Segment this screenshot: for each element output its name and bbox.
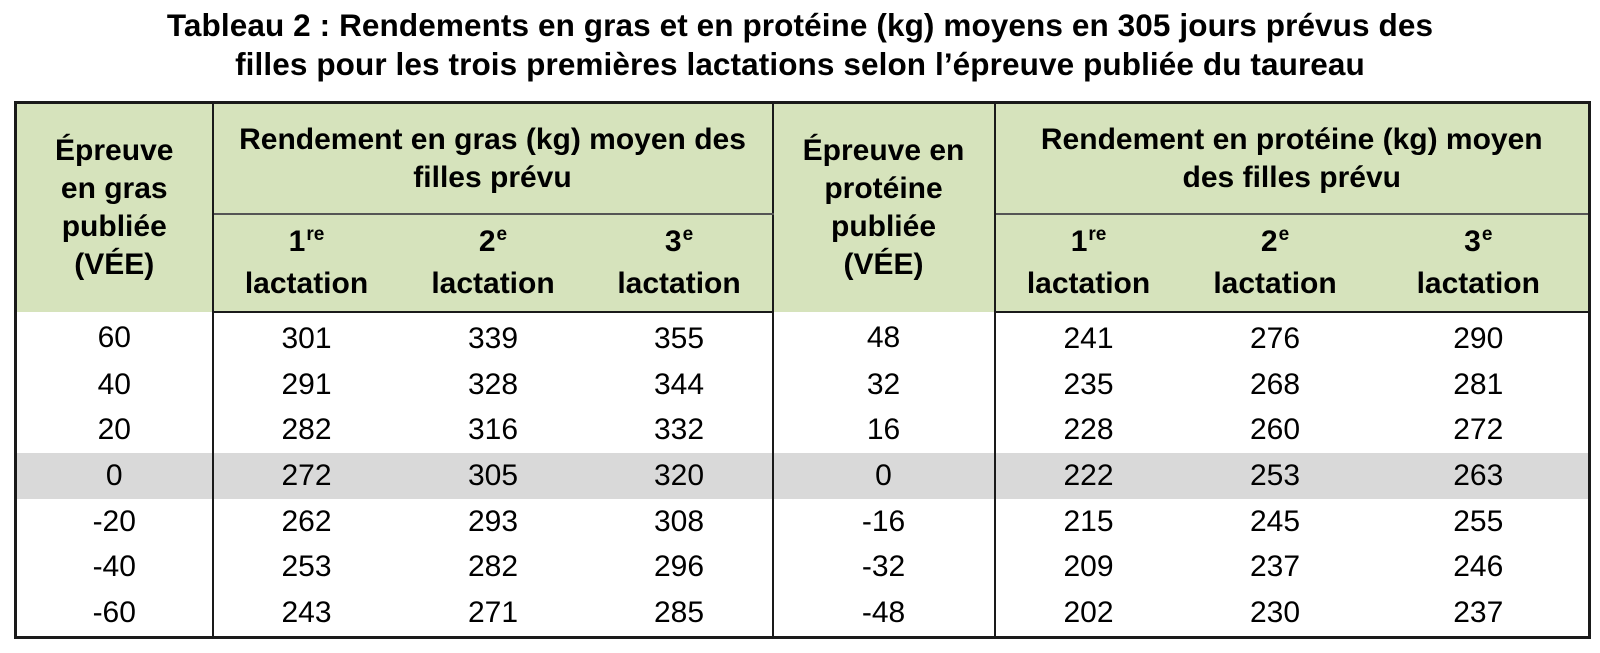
cell-fat-lactation-2: 328 — [467, 367, 519, 401]
cell-protein-lactation-2: 230 — [1249, 595, 1301, 629]
table-title: Tableau 2 : Rendements en gras et en pro… — [0, 0, 1600, 84]
cell-fat-lactation-2: 282 — [467, 550, 519, 584]
table-row: 40 291 328 344 32 235 268 281 — [15, 361, 1590, 408]
header-fat-lactation-2: 2e lactation — [399, 214, 587, 313]
cell-protein-lactation-3: 272 — [1453, 413, 1504, 447]
cell-fat-lactation-2: 305 — [399, 453, 587, 499]
table-row: -20 262 293 308 -16 215 245 255 — [15, 498, 1590, 545]
header-fat-lactation-1: 1re lactation — [212, 214, 400, 313]
cell-protein-proof: -32 — [772, 544, 996, 591]
cell-protein-proof: 32 — [772, 361, 996, 408]
cell-protein-lactation-1: 215 — [1063, 504, 1114, 538]
cell-protein-proof: 0 — [772, 453, 996, 499]
cell-fat-lactation-1: 301 — [281, 321, 332, 355]
cell-fat-lactation-3: 308 — [586, 498, 774, 545]
cell-fat-proof: 40 — [15, 361, 214, 408]
cell-fat-proof: -40 — [15, 544, 214, 591]
table-row: -40 253 282 296 -32 209 237 246 — [15, 544, 1590, 591]
cell-protein-lactation-2: 253 — [1181, 453, 1369, 499]
cell-fat-lactation-3: 332 — [586, 407, 774, 454]
cell-fat-lactation-3: 285 — [586, 590, 774, 638]
cell-fat-lactation-3: 344 — [586, 361, 774, 408]
cell-protein-lactation-1: 241 — [1063, 321, 1114, 355]
table-row: 20 282 316 332 16 228 260 272 — [15, 407, 1590, 454]
header-protein-lactation-2: 2e lactation — [1181, 214, 1369, 313]
cell-protein-lactation-2: 268 — [1249, 367, 1301, 401]
cell-protein-proof: -16 — [772, 498, 996, 545]
cell-protein-proof: 16 — [772, 407, 996, 454]
table-body: 60 301 339 355 48 241 276 290 40 291 328 344 32 235 26… — [15, 312, 1590, 638]
cell-protein-lactation-2: 260 — [1249, 413, 1301, 447]
table-row: 60 301 339 355 48 241 276 290 — [15, 312, 1590, 362]
cell-fat-lactation-3: 355 — [586, 312, 774, 362]
cell-fat-lactation-1: 291 — [281, 367, 332, 401]
table-title-line1: Tableau 2 : Rendements en gras et en pro… — [166, 7, 1434, 43]
cell-protein-lactation-1: 228 — [1063, 413, 1114, 447]
table-row: -60 243 271 285 -48 202 230 237 — [15, 590, 1590, 638]
cell-fat-lactation-2: 316 — [467, 413, 519, 447]
header-protein-proof: Épreuve en protéine publiée (VÉE) — [772, 102, 996, 312]
cell-fat-proof: -60 — [15, 590, 214, 638]
cell-protein-lactation-3: 237 — [1453, 595, 1504, 629]
cell-fat-proof: 60 — [15, 312, 214, 362]
cell-fat-lactation-1: 272 — [212, 453, 400, 499]
table-header: Épreuve en gras publiée (VÉE) Rendement … — [15, 102, 1590, 313]
cell-fat-proof: 0 — [15, 453, 214, 499]
cell-protein-lactation-3: 255 — [1453, 504, 1504, 538]
cell-protein-lactation-1: 202 — [1063, 595, 1114, 629]
cell-protein-proof: -48 — [772, 590, 996, 638]
cell-fat-lactation-2: 271 — [467, 595, 519, 629]
cell-fat-lactation-2: 339 — [467, 321, 519, 355]
header-fat-yield-group: Rendement en gras (kg) moyen des filles … — [212, 102, 774, 215]
cell-protein-lactation-3: 263 — [1368, 453, 1590, 499]
table-container: Épreuve en gras publiée (VÉE) Rendement … — [14, 101, 1592, 639]
header-protein-lactation-3: 3e lactation — [1368, 214, 1590, 313]
table-title-line2: filles pour les trois premières lactatio… — [235, 46, 1365, 82]
table-row-highlighted: 0 272 305 320 0 222 253 263 — [15, 453, 1590, 499]
cell-protein-lactation-2: 276 — [1249, 321, 1301, 355]
yield-table: Épreuve en gras publiée (VÉE) Rendement … — [14, 101, 1592, 639]
cell-fat-lactation-2: 293 — [467, 504, 519, 538]
cell-fat-lactation-1: 243 — [281, 595, 332, 629]
cell-protein-lactation-3: 290 — [1453, 321, 1504, 355]
cell-protein-lactation-2: 245 — [1249, 504, 1301, 538]
cell-fat-lactation-1: 262 — [281, 504, 332, 538]
cell-fat-lactation-3: 296 — [586, 544, 774, 591]
header-fat-lactation-3: 3e lactation — [586, 214, 774, 313]
cell-fat-lactation-1: 282 — [281, 413, 332, 447]
cell-fat-proof: 20 — [15, 407, 214, 454]
header-protein-yield-group: Rendement en protéine (kg) moyen des fil… — [994, 102, 1590, 215]
header-protein-lactation-1: 1re lactation — [994, 214, 1182, 313]
cell-protein-lactation-1: 235 — [1063, 367, 1114, 401]
cell-fat-proof: -20 — [15, 498, 214, 545]
cell-protein-lactation-3: 246 — [1453, 550, 1504, 584]
cell-fat-lactation-1: 253 — [281, 550, 332, 584]
cell-protein-lactation-1: 209 — [1063, 550, 1114, 584]
cell-protein-lactation-1: 222 — [994, 453, 1182, 499]
cell-protein-proof: 48 — [772, 312, 996, 362]
header-fat-proof: Épreuve en gras publiée (VÉE) — [15, 102, 214, 312]
cell-protein-lactation-3: 281 — [1453, 367, 1504, 401]
cell-protein-lactation-2: 237 — [1249, 550, 1301, 584]
lactation-header-row: 1re lactation 2e lactation 3e lactation 1re… — [16, 214, 1590, 313]
cell-fat-lactation-3: 320 — [586, 453, 774, 499]
